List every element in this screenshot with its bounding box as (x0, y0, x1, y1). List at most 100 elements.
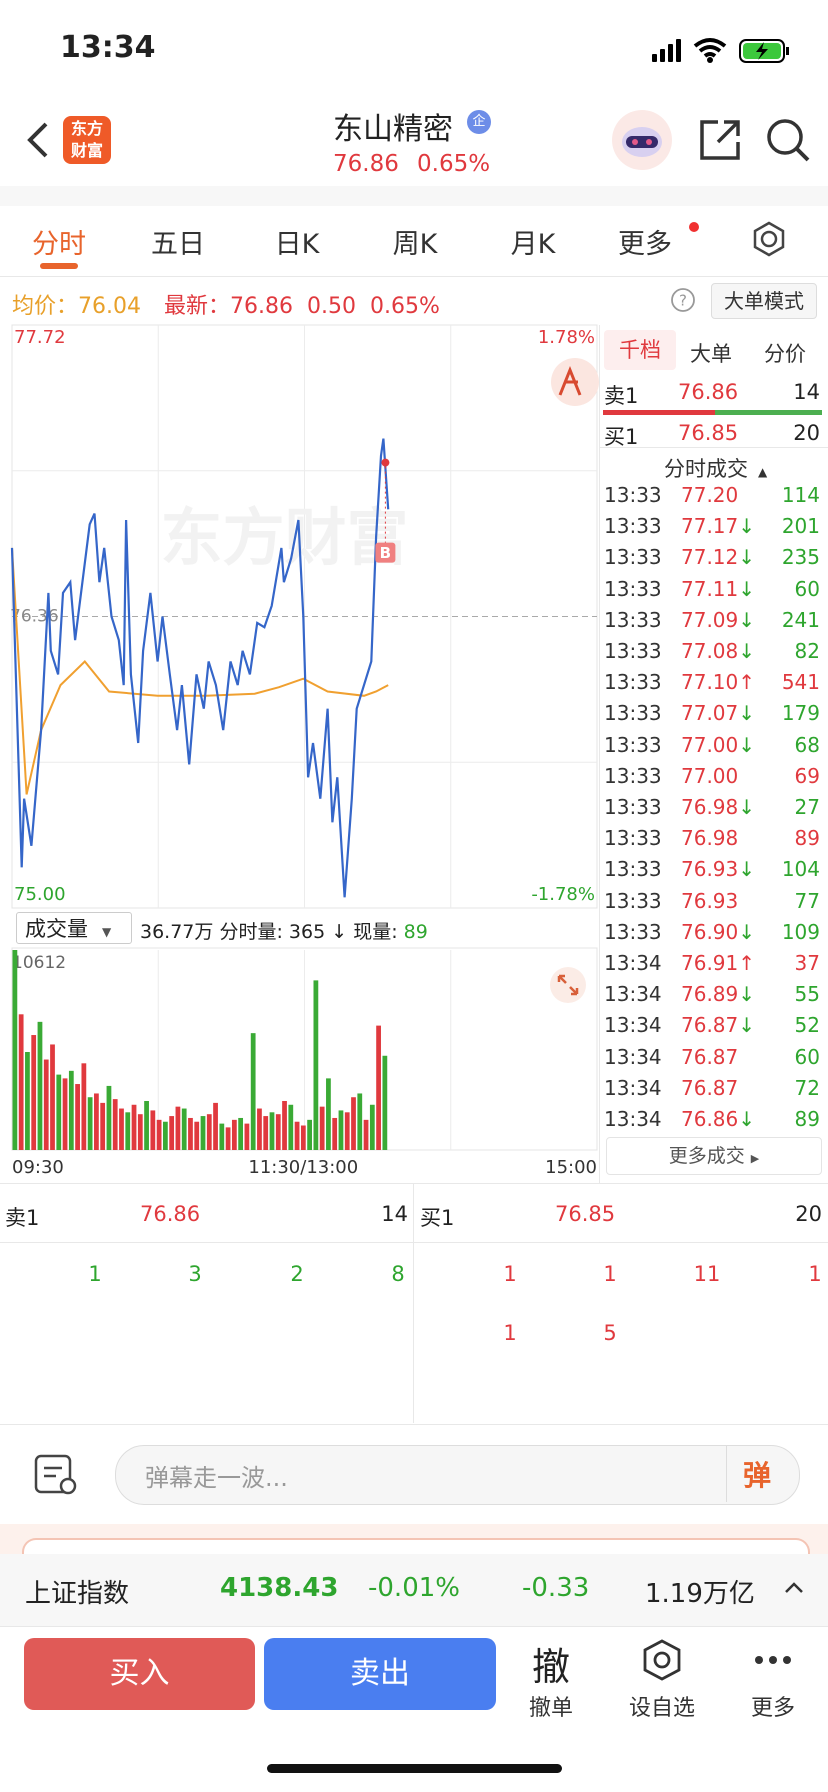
x-tick-label: 11:30/13:00 (248, 1157, 358, 1178)
volume-bar (62, 1078, 68, 1150)
arrow: ↑ (738, 951, 756, 975)
trade-price: 76.98 (681, 826, 738, 850)
expand-glyph (557, 974, 579, 996)
ask-price: 76.86 (140, 1202, 201, 1226)
cancel-label[interactable]: 撤单 (528, 1696, 574, 1721)
panel-tab[interactable]: 大单 (690, 342, 732, 366)
tab[interactable]: 更多 (618, 229, 672, 260)
volume-bar (181, 1108, 187, 1150)
assistant-icon[interactable] (610, 108, 674, 172)
buy-button[interactable]: 买入 (24, 1638, 255, 1710)
trade-price: 76.87↓ (681, 1013, 755, 1037)
trade-volume: 60 (794, 576, 820, 601)
back-button[interactable] (24, 120, 52, 160)
bid-queue-qty: 11 (693, 1262, 721, 1286)
price: 76.91 (681, 951, 739, 975)
arrow: ↓ (738, 1107, 756, 1131)
change: 0.50 (307, 294, 356, 319)
logo-text: 财富 (70, 141, 103, 160)
more-label[interactable]: 更多 (750, 1696, 796, 1721)
price: 76.93 (681, 888, 739, 913)
panel-tab[interactable]: 千档 (604, 330, 676, 370)
label: 分时成交 (664, 457, 748, 481)
volume-bar (75, 1084, 80, 1150)
settings-button[interactable] (750, 220, 788, 258)
volume-bar (94, 1093, 99, 1150)
tab[interactable]: 五日 (151, 229, 205, 260)
mode-button[interactable]: 大单模式 (711, 283, 817, 319)
share-button[interactable] (696, 116, 744, 164)
panel-tab[interactable]: 分价 (764, 342, 806, 366)
expand-icon[interactable] (784, 1580, 804, 1596)
cancel-icon[interactable]: 撤 (531, 1645, 571, 1689)
help-icon[interactable]: ? (670, 287, 696, 313)
volume-bar (206, 1114, 212, 1150)
volume-bar (162, 1121, 168, 1150)
trade-price: 76.90↓ (681, 920, 755, 944)
tab[interactable]: 周K (392, 229, 438, 260)
volume-bar (125, 1112, 131, 1150)
index-bar[interactable] (0, 1554, 828, 1626)
divider (726, 1446, 727, 1502)
y-tick-label: 75.00 (14, 884, 66, 905)
more-icon[interactable] (753, 1650, 793, 1670)
ask-price: 76.86 (678, 380, 739, 404)
comment-icon[interactable] (32, 1452, 80, 1498)
ask-queue-qty: 8 (391, 1262, 405, 1286)
trade-volume: 104 (781, 857, 820, 882)
more-trades[interactable]: 更多成交 ▶ (606, 1137, 822, 1175)
tab[interactable]: 分时 (32, 229, 86, 260)
arrow: ↓ (738, 514, 756, 539)
price: 77.08 (681, 639, 739, 663)
comment-input[interactable] (115, 1445, 800, 1505)
label: 现量: (353, 921, 398, 943)
ask-qty: 14 (381, 1202, 408, 1226)
trade-price: 76.89↓ (681, 982, 755, 1006)
volume-bar (106, 1085, 112, 1150)
volume-bar (288, 1104, 294, 1150)
notify-dot (689, 222, 699, 232)
trade-volume: 69 (794, 763, 820, 788)
trade-price: 77.09↓ (681, 608, 755, 632)
ask-queue-qty: 1 (88, 1262, 102, 1286)
arrow: ↓ (738, 607, 756, 632)
ask-qty: 14 (793, 380, 820, 404)
trade-time: 13:33 (604, 763, 662, 788)
trade-time: 13:33 (604, 639, 662, 663)
tab[interactable]: 日K (274, 229, 320, 260)
trade-volume: 68 (794, 732, 820, 757)
volume-bar (300, 1125, 306, 1150)
value: 76.86 (230, 294, 293, 319)
danmaku-button[interactable]: 弹 (743, 1459, 772, 1492)
separator (0, 186, 828, 206)
bid-label: 买1 (420, 1206, 455, 1230)
divider (0, 1183, 828, 1184)
trade-volume: 27 (794, 795, 820, 819)
trade-time: 13:33 (604, 919, 662, 944)
label: 更多成交 (668, 1145, 745, 1167)
trades-title[interactable]: 分时成交 ▲ (664, 457, 768, 481)
volume-bar (37, 1021, 43, 1150)
volume-bar (344, 1112, 350, 1150)
price: 77.20 (681, 483, 739, 507)
search-button[interactable] (764, 116, 812, 164)
ratio-bar (715, 410, 822, 415)
volume-bar (131, 1104, 137, 1150)
sell-button[interactable]: 卖出 (264, 1638, 496, 1710)
trade-time: 13:34 (604, 951, 662, 975)
divider (413, 1183, 414, 1423)
watch-icon[interactable] (640, 1638, 684, 1682)
trade-price: 77.10↑ (681, 670, 755, 694)
tab[interactable]: 月K (510, 229, 556, 260)
value: 76.04 (78, 294, 141, 319)
volume-bar (18, 1014, 24, 1150)
app-logo[interactable]: 东方 财富 (63, 116, 111, 164)
volume-bar (376, 1025, 381, 1150)
total: 36.77万 (140, 921, 214, 943)
trade-volume: 37 (794, 951, 820, 975)
price: 76.90 (681, 919, 739, 944)
volume-menu[interactable]: 成交量 ▼ (16, 912, 132, 944)
volume-bar (313, 980, 319, 1150)
volume-bar (81, 1063, 87, 1150)
watch-label[interactable]: 设自选 (628, 1696, 696, 1721)
